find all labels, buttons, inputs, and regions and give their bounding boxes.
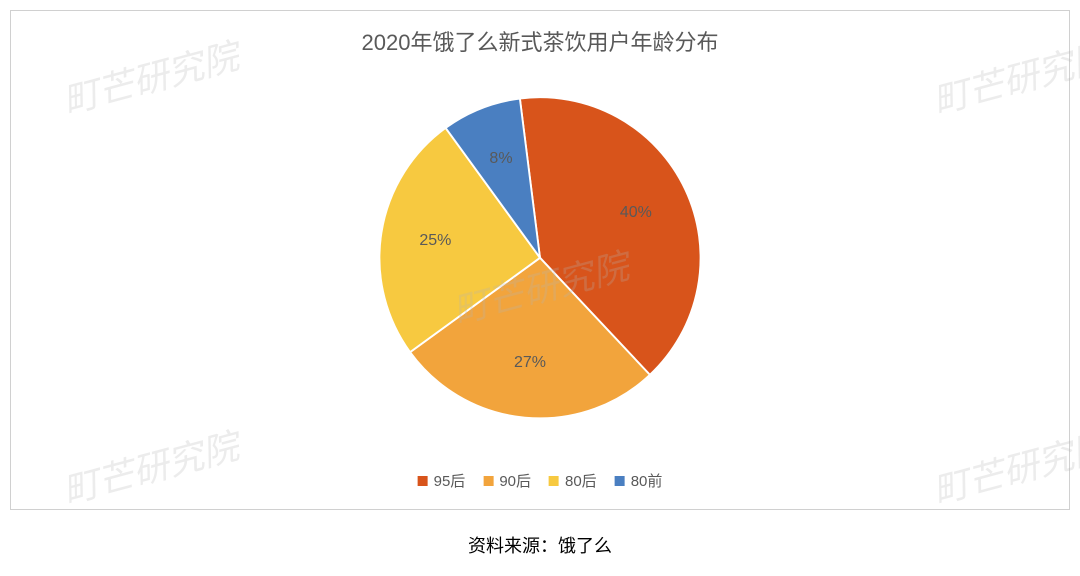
- slice-label: 8%: [489, 150, 512, 168]
- slice-label: 25%: [419, 232, 451, 250]
- legend-label: 90后: [499, 470, 531, 491]
- legend-swatch: [483, 476, 493, 486]
- legend-swatch: [418, 476, 428, 486]
- legend: 95后 90后 80后 80前: [418, 470, 663, 491]
- pie-chart: 40% 27% 25% 8%: [370, 88, 710, 428]
- legend-item: 90后: [483, 470, 531, 491]
- slice-label: 27%: [514, 354, 546, 372]
- source-text: 资料来源：饿了么: [0, 532, 1080, 558]
- legend-label: 95后: [434, 470, 466, 491]
- pie-svg: [370, 88, 710, 428]
- legend-item: 80前: [615, 470, 663, 491]
- legend-swatch: [549, 476, 559, 486]
- legend-item: 95后: [418, 470, 466, 491]
- legend-label: 80后: [565, 470, 597, 491]
- chart-title: 2020年饿了么新式茶饮用户年龄分布: [11, 11, 1069, 57]
- legend-swatch: [615, 476, 625, 486]
- slice-label: 40%: [620, 204, 652, 222]
- chart-container: 2020年饿了么新式茶饮用户年龄分布 40% 27% 25% 8% 95后 90后 80后…: [10, 10, 1070, 510]
- legend-label: 80前: [631, 470, 663, 491]
- legend-item: 80后: [549, 470, 597, 491]
